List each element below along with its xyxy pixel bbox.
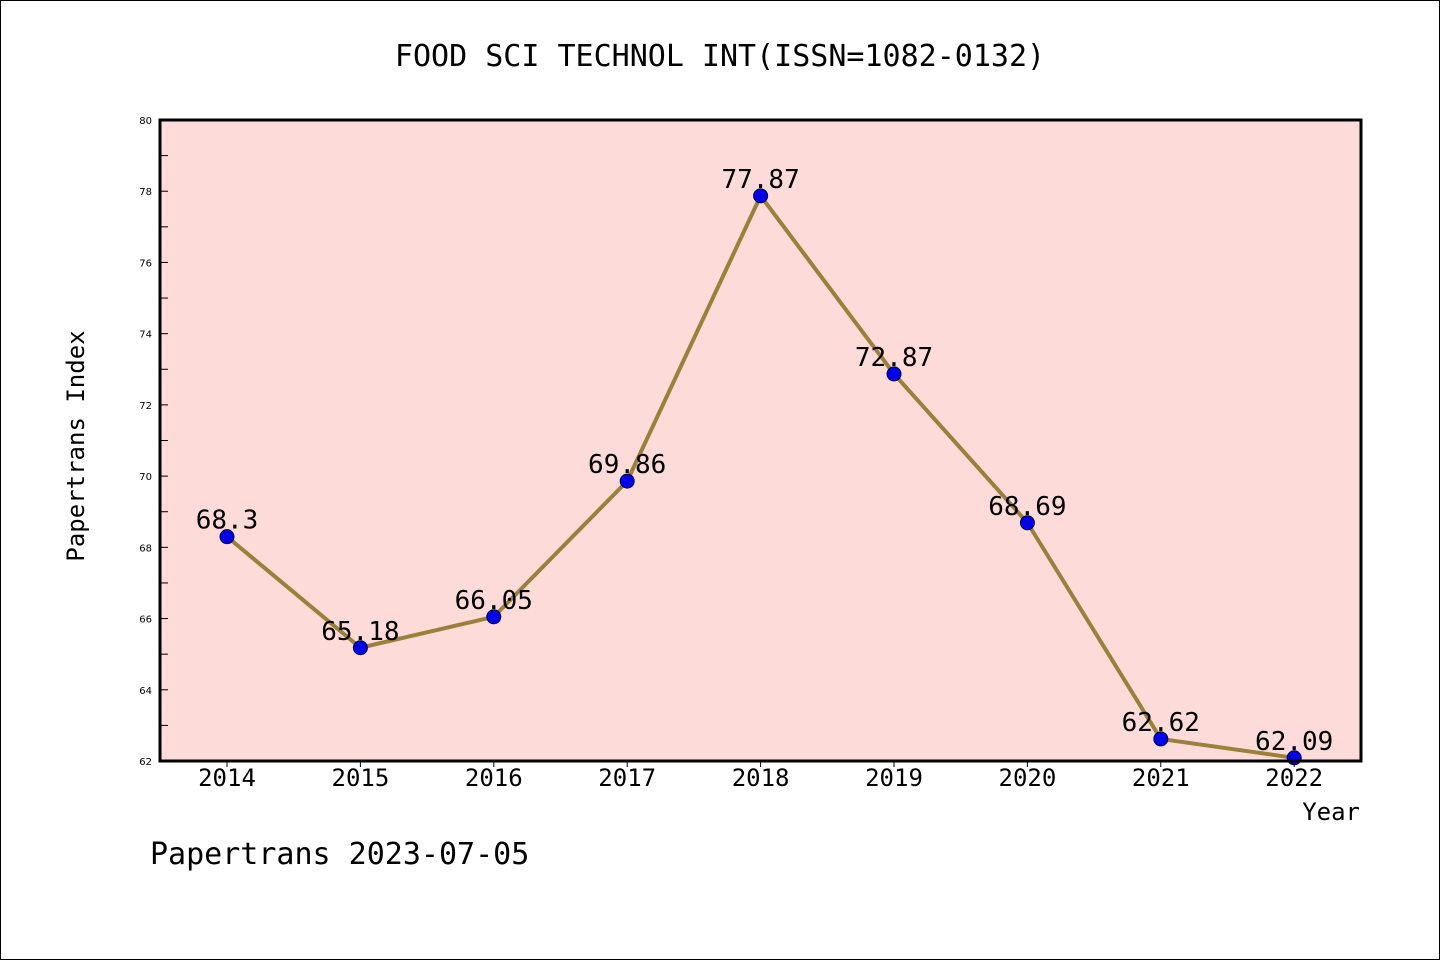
x-tick-label: 2014 (198, 764, 256, 792)
data-point-2014 (219, 529, 235, 545)
x-axis-label: Year (1302, 798, 1360, 826)
x-axis: 2014 2015 2016 2017 2018 2019 2020 2021 2022 (198, 761, 1323, 792)
data-label-2017: 69.86 (588, 450, 666, 480)
plot-area (160, 120, 1361, 761)
x-tick-label: 2020 (999, 764, 1057, 792)
data-point-2017 (619, 473, 635, 489)
y-axis: 62 64 66 68 70 72 74 76 78 80 (139, 116, 168, 768)
y-tick-label: 80 (139, 116, 152, 127)
data-point-2019 (886, 366, 902, 382)
y-axis-label: Papertrans Index (62, 330, 90, 561)
x-tick-label: 2016 (465, 764, 523, 792)
x-tick-label: 2015 (332, 764, 390, 792)
x-tick-label: 2018 (732, 764, 790, 792)
data-point-2016 (486, 609, 502, 625)
y-tick-label: 74 (139, 330, 152, 341)
data-label-2016: 66.05 (455, 586, 533, 616)
series-layer: 68.3 65.18 66.05 69.86 77.87 72.87 68.69 62.62 6… (196, 165, 1333, 766)
y-tick-label: 66 (139, 615, 152, 626)
data-label-2019: 72.87 (855, 343, 933, 373)
x-tick-label: 2019 (865, 764, 923, 792)
data-point-2018 (753, 188, 769, 204)
x-tick-label: 2017 (598, 764, 656, 792)
chart-title: FOOD SCI TECHNOL INT(ISSN=1082-0132) (395, 39, 1045, 74)
x-tick-label: 2022 (1265, 764, 1323, 792)
x-tick-label: 2021 (1132, 764, 1190, 792)
y-tick-label: 72 (139, 401, 152, 412)
data-point-2021 (1153, 731, 1169, 747)
data-label-2018: 77.87 (721, 165, 799, 195)
plot-border (158, 118, 1363, 763)
y-tick-label: 62 (139, 757, 152, 768)
y-tick-label: 68 (139, 543, 152, 554)
data-label-2015: 65.18 (321, 617, 399, 647)
data-label-2020: 68.69 (988, 492, 1066, 522)
data-label-2021: 62.62 (1122, 708, 1200, 738)
data-point-2020 (1019, 515, 1035, 531)
data-label-2022: 62.09 (1255, 727, 1333, 757)
y-tick-label: 78 (139, 187, 152, 198)
data-label-2014: 68.3 (196, 506, 259, 536)
data-point-2015 (352, 640, 368, 656)
y-tick-label: 70 (139, 472, 152, 483)
footer-text: Papertrans 2023-07-05 (150, 837, 529, 872)
y-tick-label: 64 (139, 686, 152, 697)
y-tick-label: 76 (139, 258, 152, 269)
